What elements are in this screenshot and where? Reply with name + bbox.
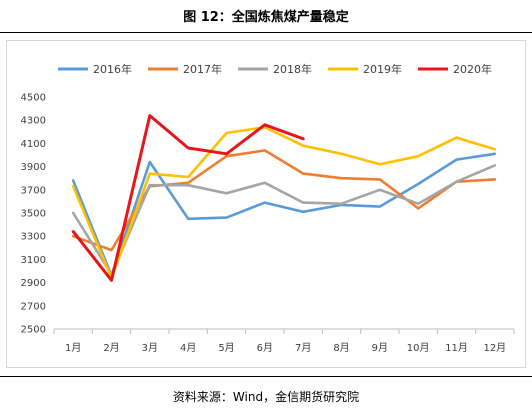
top-rule <box>0 32 532 33</box>
x-tick-label: 3月 <box>142 342 158 354</box>
y-tick-label: 2900 <box>21 278 46 289</box>
series-line-2020 <box>71 114 305 282</box>
x-tick-label: 1月 <box>65 342 81 354</box>
y-tick-label: 2700 <box>21 301 46 312</box>
series-line-2018 <box>71 164 497 276</box>
x-tick-label: 2月 <box>103 342 119 354</box>
y-tick-label: 2500 <box>21 325 46 336</box>
y-tick-label: 4100 <box>21 139 46 150</box>
source-note: 资料来源：Wind，金信期货研究院 <box>172 390 360 404</box>
y-tick-label: 4300 <box>21 116 46 127</box>
axes: 2500 2700 2900 3100 3300 3500 3700 3900 4100 4300… <box>21 93 515 354</box>
x-tick-label: 9月 <box>372 342 388 354</box>
legend-label: 2018年 <box>273 62 312 76</box>
chart-title: 图 12：全国炼焦煤产量稳定 <box>183 10 349 25</box>
y-tick-label: 3100 <box>21 255 46 266</box>
legend-label: 2016年 <box>93 62 132 76</box>
x-tick-label: 6月 <box>257 342 273 354</box>
x-tick-label: 12月 <box>483 342 506 354</box>
y-tick-label: 4500 <box>21 93 46 104</box>
x-tick-label: 5月 <box>218 342 234 354</box>
series-line-2019 <box>71 125 497 280</box>
y-tick-label: 3300 <box>21 232 46 243</box>
chart-container: 2016年 2017年 2018年 2019年 2020年 2500 2700 2900 31… <box>6 40 526 368</box>
series-group <box>71 114 497 282</box>
series-line-2016 <box>71 152 497 277</box>
bottom-rule <box>0 376 532 377</box>
x-tick-label: 8月 <box>333 342 349 354</box>
legend-label: 2019年 <box>363 62 402 76</box>
x-tick-label: 4月 <box>180 342 196 354</box>
line-chart: 2016年 2017年 2018年 2019年 2020年 2500 2700 2900 31… <box>6 40 526 368</box>
y-tick-label: 3900 <box>21 162 46 173</box>
x-tick-label: 10月 <box>407 342 430 354</box>
x-tick-label: 7月 <box>295 342 311 354</box>
legend: 2016年 2017年 2018年 2019年 2020年 <box>58 62 492 76</box>
y-tick-label: 3700 <box>21 185 46 196</box>
legend-label: 2020年 <box>453 62 492 76</box>
x-tick-label: 11月 <box>445 342 468 354</box>
legend-label: 2017年 <box>183 62 222 76</box>
y-tick-label: 3500 <box>21 209 46 220</box>
